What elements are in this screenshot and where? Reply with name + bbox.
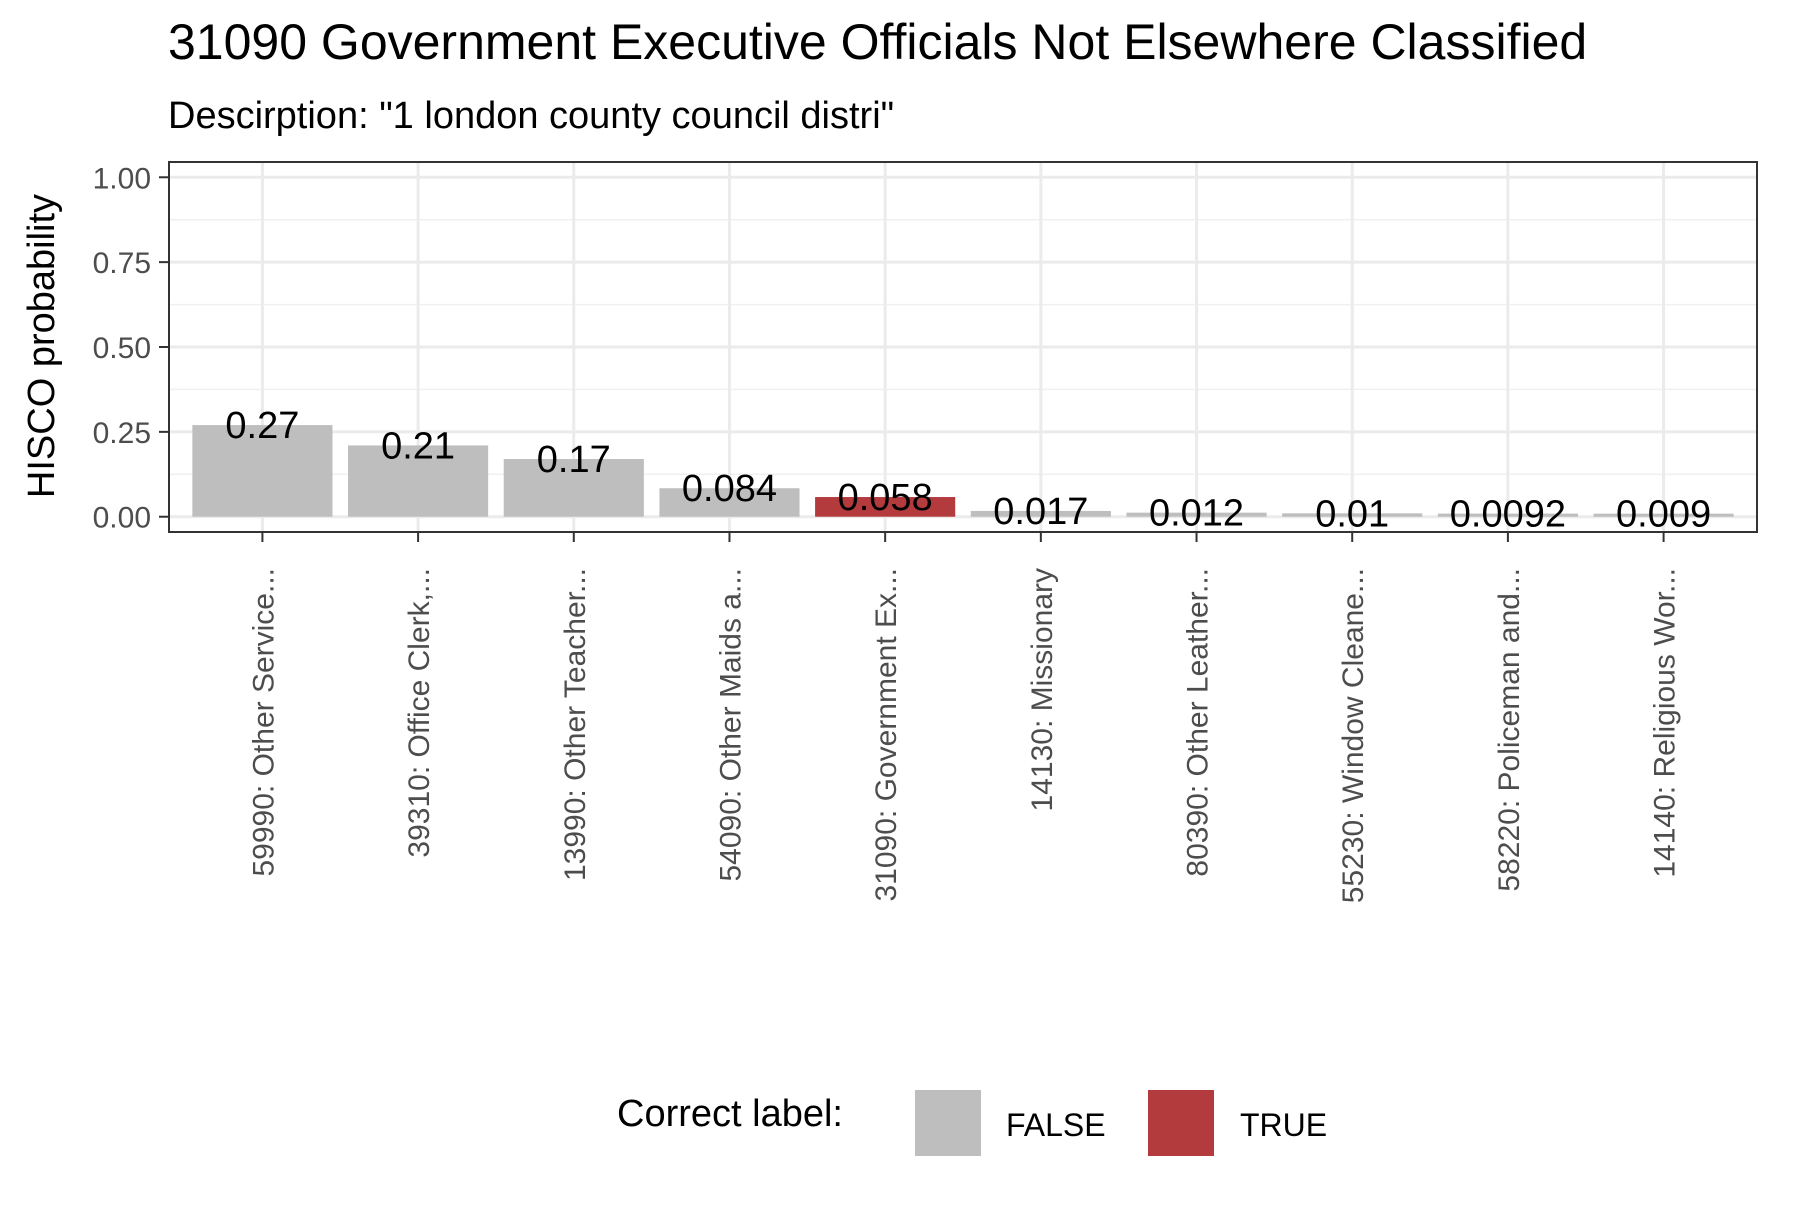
chart-title: 31090 Government Executive Officials Not… bbox=[168, 14, 1587, 70]
x-tick-label: 54090: Other Maids a... bbox=[714, 568, 747, 882]
bar-value-label: 0.012 bbox=[1149, 493, 1244, 535]
x-tick-label: 59990: Other Service... bbox=[247, 568, 280, 877]
bar bbox=[1593, 513, 1734, 517]
bar bbox=[1282, 513, 1423, 517]
bar bbox=[970, 510, 1111, 517]
y-tick-label: 0.75 bbox=[93, 247, 151, 280]
bar-value-label: 0.21 bbox=[381, 425, 455, 467]
legend-label-false: FALSE bbox=[1006, 1107, 1106, 1143]
x-tick-label: 13990: Other Teacher... bbox=[559, 568, 592, 881]
y-tick-label: 0.00 bbox=[93, 502, 151, 535]
y-tick-label: 0.50 bbox=[93, 332, 151, 365]
bar-value-label: 0.009 bbox=[1616, 494, 1711, 536]
legend-key-true bbox=[1148, 1090, 1214, 1156]
legend-title: Correct label: bbox=[617, 1093, 843, 1135]
bar-value-label: 0.01 bbox=[1315, 493, 1389, 535]
chart-subtitle: Descirption: "1 london county council di… bbox=[168, 95, 894, 137]
legend: Correct label: FALSE TRUE bbox=[617, 1090, 1327, 1156]
y-tick-label: 0.25 bbox=[93, 417, 151, 450]
bar-value-label: 0.0092 bbox=[1450, 494, 1566, 536]
x-tick-label: 31090: Government Ex... bbox=[870, 568, 903, 902]
bar bbox=[503, 459, 644, 517]
bar bbox=[1126, 512, 1267, 517]
bar bbox=[192, 425, 333, 517]
y-tick-label: 1.00 bbox=[93, 162, 151, 195]
x-tick-label: 80390: Other Leather... bbox=[1182, 568, 1215, 877]
x-tick-label: 58220: Policeman and... bbox=[1493, 568, 1526, 892]
y-axis-label: HISCO probability bbox=[21, 194, 63, 498]
bar-value-label: 0.084 bbox=[682, 468, 777, 510]
x-tick-label: 55230: Window Cleane... bbox=[1337, 568, 1370, 903]
bar bbox=[815, 497, 956, 517]
x-tick-label: 14130: Missionary bbox=[1026, 568, 1059, 811]
bar-value-label: 0.058 bbox=[838, 477, 933, 519]
bar-value-label: 0.27 bbox=[225, 405, 299, 447]
legend-label-true: TRUE bbox=[1240, 1107, 1327, 1143]
bar-value-label: 0.017 bbox=[993, 491, 1088, 533]
bar bbox=[659, 488, 800, 517]
x-tick-label: 14140: Religious Wor... bbox=[1649, 568, 1682, 878]
bar bbox=[348, 445, 489, 517]
x-tick-label: 39310: Office Clerk,... bbox=[403, 568, 436, 858]
bar bbox=[1437, 513, 1578, 517]
legend-key-false bbox=[915, 1090, 981, 1156]
bar-value-label: 0.17 bbox=[537, 439, 611, 481]
